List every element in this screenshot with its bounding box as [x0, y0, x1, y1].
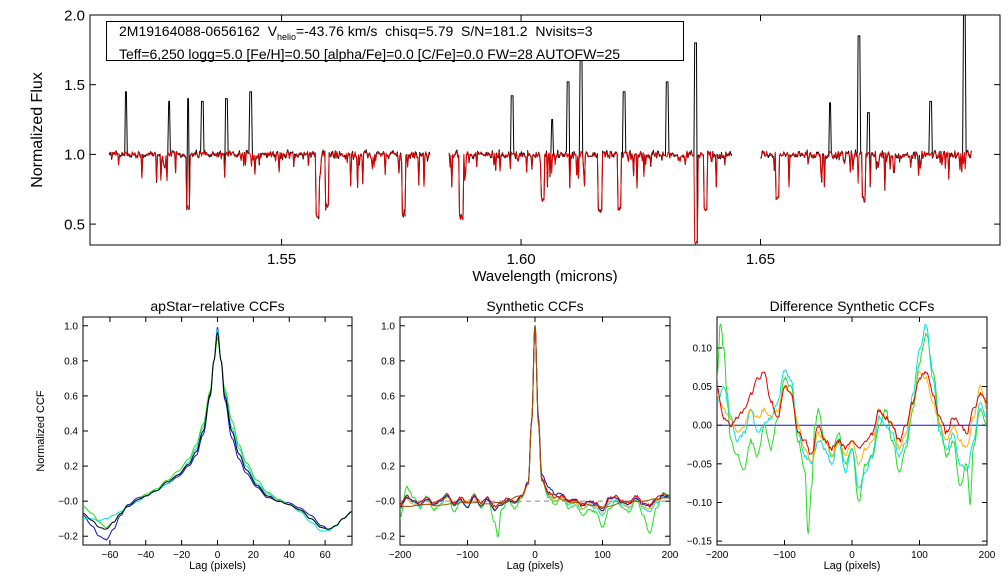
- difference-ccf-ytick-label: −0.15: [687, 537, 713, 548]
- apstar-ccf-xtick-label: −20: [173, 550, 190, 561]
- synthetic-ccf-xtick-label: −200: [389, 550, 412, 561]
- difference-ccf-ytick-label: 0.10: [693, 343, 713, 354]
- spectrum-model-chip-3: [760, 150, 972, 203]
- apstar-ccf-xtick-label: 40: [284, 550, 296, 561]
- spectrum-model-chip-1: [109, 150, 431, 218]
- synthetic-ccf-ytick-label: 0.2: [381, 462, 395, 473]
- difference-ccf-xlabel: Lag (pixels): [824, 560, 881, 572]
- apstar-ccf-series-1: [83, 327, 352, 541]
- synthetic-ccf-ytick-label: 0.6: [381, 391, 395, 402]
- vhelio-label: V: [267, 23, 278, 39]
- star-id: 2M19164088-0656162: [119, 23, 260, 39]
- synthetic-ccf-series-3: [400, 325, 670, 513]
- apstar-ccf-series-3: [83, 337, 352, 530]
- difference-ccf-xtick-label: 100: [911, 550, 928, 561]
- synthetic-ccf-xtick-label: −100: [456, 550, 479, 561]
- synthetic-ccf-ytick-label: 1.0: [381, 321, 395, 332]
- apstar-ccf-series-2: [83, 328, 352, 532]
- apstar-ccf-xlabel: Lag (pixels): [189, 560, 246, 572]
- difference-ccf-ytick-label: −0.10: [687, 498, 713, 509]
- apstar-ccf-ytick-label: 0.8: [64, 356, 78, 367]
- header-line-1: 2M19164088-0656162 Vhelio=-43.76 km/s ch…: [119, 23, 683, 46]
- synthetic-ccf-ytick-label: 0.4: [381, 427, 395, 438]
- difference-ccf-series-1: [717, 323, 987, 534]
- difference-ccf-xtick-label: 0: [849, 550, 855, 561]
- difference-ccf-xtick-label: 200: [979, 550, 996, 561]
- difference-ccf-ytick-label: 0.00: [693, 421, 713, 432]
- spectrum-ytick-label: 1.0: [64, 147, 85, 164]
- synthetic-ccf-xtick-label: 0: [532, 550, 538, 561]
- synthetic-ccf-frame: [399, 316, 671, 546]
- apstar-ccf-xtick-label: 60: [320, 550, 332, 561]
- chisq: chisq=5.79: [385, 23, 454, 39]
- synthetic-ccf-series-2: [400, 325, 670, 517]
- synthetic-ccf-series-5: [400, 325, 670, 509]
- spectrum-ylabel: Normalized Flux: [29, 72, 46, 188]
- synthetic-ccf-xtick-label: 100: [594, 550, 611, 561]
- vhelio-value: =-43.76 km/s: [296, 23, 378, 39]
- nvisits: Nvisits=3: [535, 23, 593, 39]
- difference-ccf-ytick-label: −0.05: [687, 459, 713, 470]
- spectrum-xlabel: Wavelength (microns): [472, 268, 617, 285]
- difference-ccf-xtick-label: −200: [706, 550, 729, 561]
- difference-ccf-xtick-label: −100: [773, 550, 796, 561]
- apstar-ccf-xtick-label: −60: [101, 550, 118, 561]
- difference-ccf-series-4: [717, 371, 987, 455]
- synthetic-ccf-xtick-label: 200: [662, 550, 679, 561]
- snr: S/N=181.2: [461, 23, 528, 39]
- synthetic-ccf-xlabel: Lag (pixels): [507, 560, 564, 572]
- spectrum-observed-chip-2: [448, 42, 733, 243]
- synthetic-ccf-series-6: [400, 325, 670, 508]
- apstar-ccf-series-4: [83, 332, 352, 530]
- synthetic-ccf-title: Synthetic CCFs: [486, 298, 583, 314]
- apstar-ccf-ytick-label: 1.0: [64, 321, 78, 332]
- difference-ccf-title: Difference Synthetic CCFs: [770, 298, 935, 314]
- difference-ccf-ytick-label: 0.05: [693, 382, 713, 393]
- header-box: 2M19164088-0656162 Vhelio=-43.76 km/s ch…: [106, 21, 684, 62]
- apstar-ccf-ytick-label: −0.2: [58, 532, 78, 543]
- apstar-ccf-ytick-label: 0.2: [64, 462, 78, 473]
- spectrum-model-chip-2: [448, 150, 733, 245]
- synthetic-ccf-ytick-label: −0.0: [375, 497, 395, 508]
- apstar-ccf-ytick-label: 0.4: [64, 427, 78, 438]
- spectrum-ytick-label: 0.5: [64, 216, 85, 233]
- difference-ccf-series-3: [717, 370, 987, 466]
- spectrum-ytick-label: 1.5: [64, 77, 85, 94]
- apstar-ccf-xtick-label: −40: [137, 550, 154, 561]
- difference-ccf-series-2: [717, 323, 987, 489]
- apstar-ccf-ytick-label: 0.6: [64, 391, 78, 402]
- apstar-ccf-title: apStar−relative CCFs: [150, 298, 284, 314]
- spectrum-ytick-label: 2.0: [64, 7, 85, 24]
- apstar-ccf-ytick-label: −0.0: [58, 497, 78, 508]
- apstar-ccf-xtick-label: 20: [248, 550, 260, 561]
- spectrum-xtick-label: 1.55: [267, 251, 296, 268]
- header-line-2: Teff=6,250 logg=5.0 [Fe/H]=0.50 [alpha/F…: [119, 45, 621, 62]
- apstar-ccf-ylabel: Normalized CCF: [35, 390, 47, 472]
- vhelio-subscript: helio: [277, 31, 297, 42]
- spectrum-xtick-label: 1.65: [746, 251, 775, 268]
- spectrum-frame: [89, 14, 1001, 246]
- spectrum-xtick-label: 1.60: [506, 251, 535, 268]
- synthetic-ccf-ytick-label: −0.2: [375, 532, 395, 543]
- apstar-ccf-xtick-label: 0: [215, 550, 221, 561]
- synthetic-ccf-series-4: [400, 325, 670, 512]
- synthetic-ccf-ytick-label: 0.8: [381, 356, 395, 367]
